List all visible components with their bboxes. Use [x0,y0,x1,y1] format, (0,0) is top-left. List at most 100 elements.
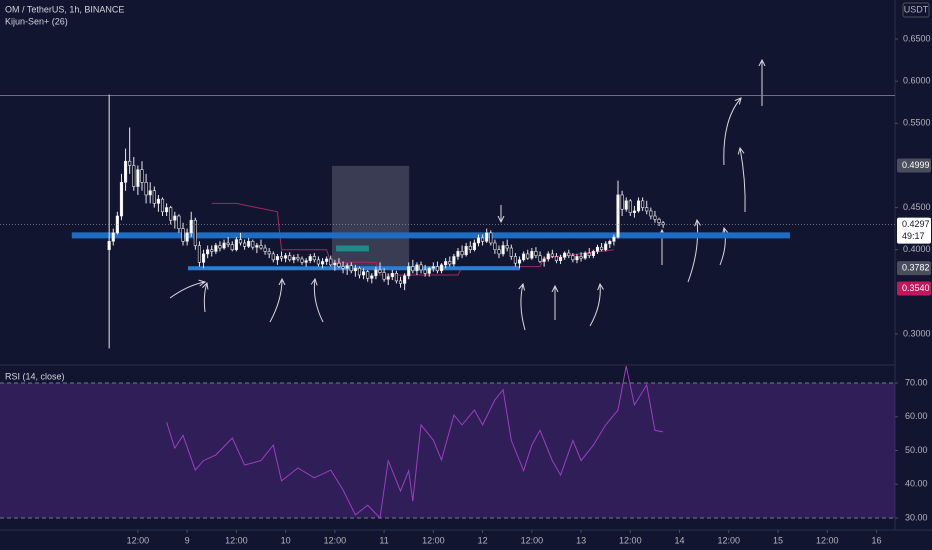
candle-body [132,165,136,187]
candle-body [222,242,226,249]
candle-body [300,258,304,263]
candle-body [407,266,411,277]
candle-body [497,249,501,255]
arrow [204,283,207,313]
candle-body [456,251,460,257]
candle-body [448,261,452,265]
candle-body [591,251,595,256]
candle-body [357,267,362,276]
candle-body [517,259,522,264]
candle-body [546,253,550,260]
candle-body [657,219,661,224]
candle-body [439,264,444,272]
candle-body [522,253,526,261]
candle-body [259,245,263,249]
rsi-tick-label: 40.00 [905,479,928,489]
candle-body [624,200,628,210]
candle-body [284,255,288,259]
rsi-tick-label: 50.00 [905,445,928,455]
candle-body [378,269,382,273]
candle-body [111,232,115,242]
candle-body [513,256,517,264]
candle-body [595,246,600,252]
candle-body [460,251,464,256]
arrow [740,148,746,213]
candle-body [567,252,571,256]
arrow-drawings [169,60,762,331]
candle-body [210,249,214,252]
candle-body [612,236,616,242]
candle-body [234,239,238,251]
candle-body [415,264,419,272]
x-tick-label: 13 [576,535,586,545]
candle-body [620,194,624,210]
candle-body [123,160,128,183]
candle-body [119,181,124,217]
candle-body [411,266,415,272]
candle-body [444,261,448,266]
candle-body [185,232,189,242]
price-label: 0.3540 [902,283,930,293]
currency-box [902,2,930,18]
candle-body [526,253,530,259]
candle-body [476,237,481,244]
candle-body [435,266,440,272]
candle-body [152,190,156,204]
candle-body [214,245,218,252]
candle-body [394,273,398,282]
x-tick-label: 11 [379,535,388,545]
candle-body [226,242,230,245]
candle-body [140,169,144,183]
candle-body [271,253,275,261]
plot-layer [0,94,895,520]
arrow [723,98,741,166]
candle-body [316,259,321,265]
candle-body [165,207,169,213]
x-tick-label: 12:00 [127,535,150,545]
candle-body [390,273,394,277]
candle-body [251,240,255,248]
x-tick-label: 12:00 [521,535,544,545]
candle-body [489,232,493,244]
candle-body [329,258,333,266]
candle-body [608,240,612,245]
candle-body [493,242,497,251]
candle-body [600,246,604,251]
arrow [521,284,526,331]
candle-body [247,240,251,247]
candle-body [452,256,456,265]
candle-body [197,245,202,263]
candle-body [173,215,177,221]
candle-body [263,247,267,252]
candle-body [431,266,435,269]
currency: USDT [904,4,929,14]
candle-body [558,256,563,261]
candle-body [472,242,476,251]
price-label: 0.4297 [902,219,930,229]
candle-body [583,252,587,259]
candle-body [550,253,554,257]
y-tick-label: 0.4000 [903,244,931,254]
candle-body [509,247,513,257]
candle-body [370,275,374,279]
indicator-label: Kijun-Sen+ (26) [5,16,68,26]
candle-body [534,251,538,256]
zone [331,165,410,269]
candle-body [320,261,325,265]
candle-body [645,207,649,212]
candle-body [325,258,329,262]
price-label-box [897,281,931,296]
arrow [719,228,725,266]
arrow [269,279,282,323]
candle-body [419,264,423,271]
candle-body [181,228,185,242]
candle-body [156,198,160,204]
arrow [589,284,600,327]
candle-body [423,269,427,274]
candle-body [616,194,620,238]
candle-body [382,272,386,280]
candle-body [230,244,234,251]
